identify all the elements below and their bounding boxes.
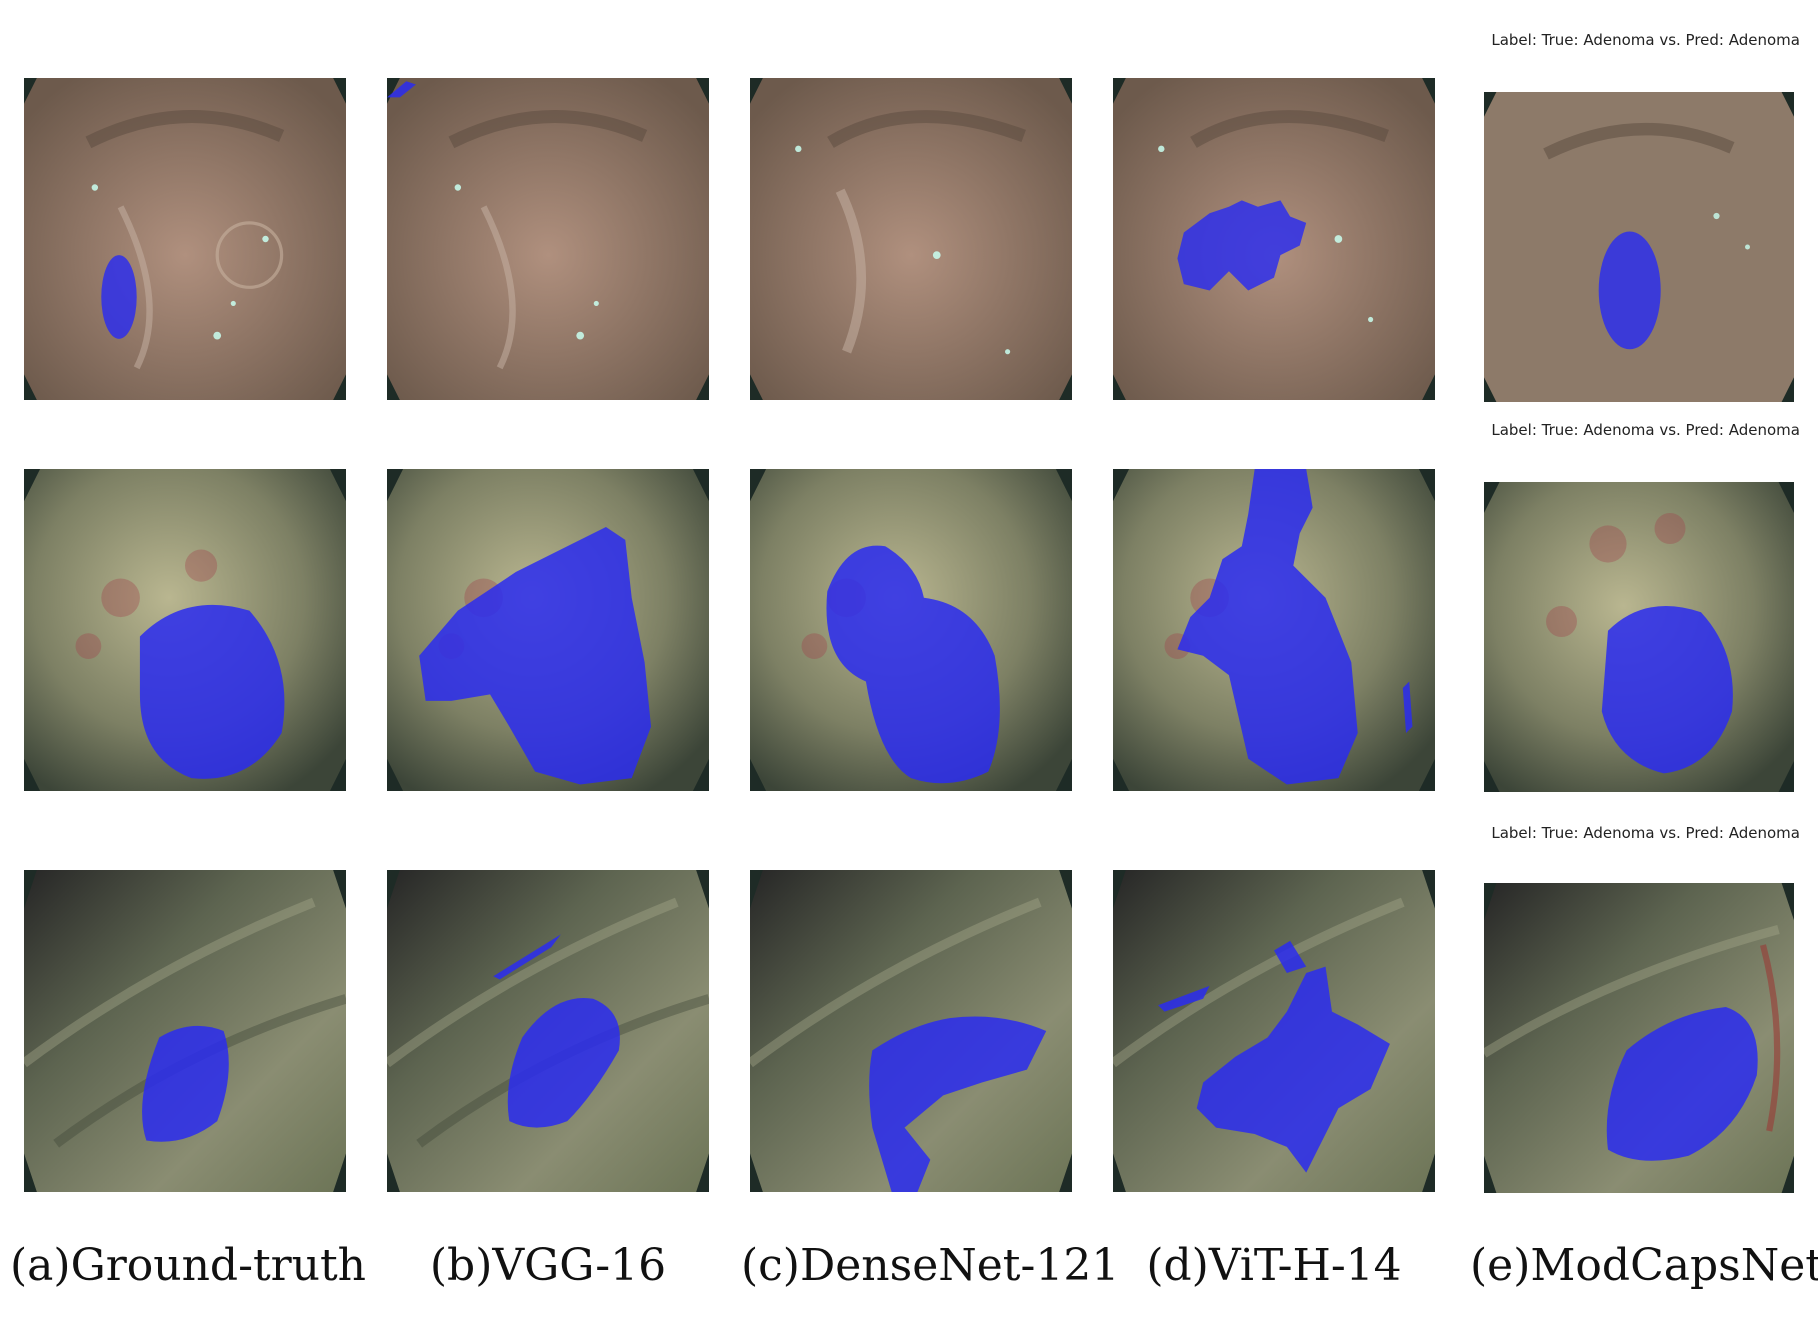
row2-densenet121-image (750, 469, 1072, 791)
row2-vit-h14-image (1113, 469, 1435, 791)
row-2-label: Label: True: Adenoma vs. Pred: Adenoma (1491, 421, 1800, 439)
row-1-label: Label: True: Adenoma vs. Pred: Adenoma (1491, 31, 1800, 49)
row2-ground-truth-image (24, 469, 346, 791)
caption-ground-truth: (a)Ground-truth (10, 1240, 367, 1291)
row3-ground-truth-image (24, 870, 346, 1192)
row3-vit-h14-image (1113, 870, 1435, 1192)
row1-ground-truth-image (24, 78, 346, 400)
caption-modcapsnet: (e)ModCapsNet (1470, 1240, 1818, 1291)
caption-vgg16: (b)VGG-16 (429, 1240, 667, 1291)
row1-vit-h14-image (1113, 78, 1435, 400)
caption-vit-h14: (d)ViT-H-14 (1146, 1240, 1402, 1291)
caption-densenet121: (c)DenseNet-121 (741, 1240, 1120, 1291)
row3-vgg16-image (387, 870, 709, 1192)
row3-modcapsnet-image (1484, 883, 1794, 1193)
row1-modcapsnet-image (1484, 92, 1794, 402)
row2-modcapsnet-image (1484, 482, 1794, 792)
row2-vgg16-image (387, 469, 709, 791)
row-3-label: Label: True: Adenoma vs. Pred: Adenoma (1491, 824, 1800, 842)
row1-densenet121-image (750, 78, 1072, 400)
row1-vgg16-image (387, 78, 709, 400)
row3-densenet121-image (750, 870, 1072, 1192)
